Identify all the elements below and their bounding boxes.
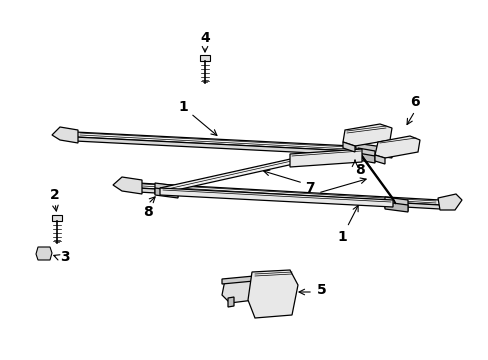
Polygon shape [437,194,461,210]
Polygon shape [138,183,439,205]
Polygon shape [357,153,374,163]
Polygon shape [247,270,297,318]
Polygon shape [52,215,62,221]
Polygon shape [155,183,178,197]
Polygon shape [374,136,419,158]
Text: 1: 1 [178,100,217,135]
Polygon shape [384,197,407,211]
Polygon shape [200,55,209,61]
Polygon shape [160,188,392,207]
Text: 1: 1 [336,206,357,244]
Polygon shape [342,124,391,146]
Polygon shape [75,132,391,153]
Polygon shape [155,188,178,198]
Polygon shape [113,177,142,194]
Text: 7: 7 [305,181,314,195]
Polygon shape [222,278,253,303]
Text: 8: 8 [143,205,153,219]
Polygon shape [289,149,361,167]
Polygon shape [52,127,78,143]
Polygon shape [357,148,374,162]
Text: 6: 6 [409,95,419,109]
Polygon shape [36,247,52,260]
Polygon shape [227,297,234,307]
Polygon shape [160,158,297,193]
Polygon shape [357,150,395,204]
Polygon shape [222,276,253,284]
Polygon shape [342,142,354,152]
Polygon shape [354,143,391,158]
Text: 8: 8 [354,163,364,177]
Text: 3: 3 [60,250,70,264]
Text: 4: 4 [200,31,209,45]
Polygon shape [75,137,391,157]
Text: 5: 5 [317,283,326,297]
Text: 2: 2 [50,188,60,202]
Polygon shape [384,202,407,212]
Polygon shape [138,188,439,209]
Polygon shape [374,155,384,164]
